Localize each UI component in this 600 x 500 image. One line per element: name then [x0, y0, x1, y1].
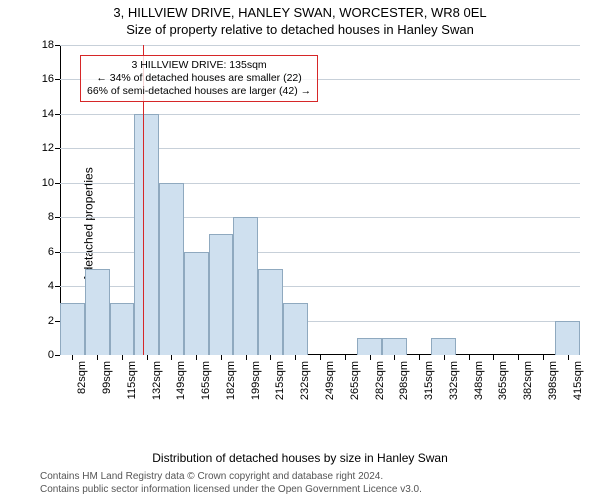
x-tick-label: 115sqm	[126, 361, 138, 399]
x-tick-label: 82sqm	[76, 361, 88, 394]
x-tick-label: 398sqm	[547, 361, 559, 400]
x-tick-label: 415sqm	[572, 361, 584, 400]
bar	[85, 269, 110, 355]
x-tick-mark	[295, 355, 296, 360]
bar	[382, 338, 407, 355]
bar	[134, 114, 159, 355]
y-tick-label: 18	[42, 39, 54, 51]
chart-title-line2: Size of property relative to detached ho…	[0, 22, 600, 37]
x-tick-label: 165sqm	[200, 361, 212, 400]
x-tick-label: 382sqm	[522, 361, 534, 400]
x-tick-mark	[419, 355, 420, 360]
x-tick-mark	[171, 355, 172, 360]
chart-container: 3, HILLVIEW DRIVE, HANLEY SWAN, WORCESTE…	[0, 0, 600, 500]
bar	[184, 252, 209, 355]
bar	[258, 269, 283, 355]
bar	[555, 321, 580, 355]
chart-title-line1: 3, HILLVIEW DRIVE, HANLEY SWAN, WORCESTE…	[0, 5, 600, 20]
x-tick-label: 182sqm	[225, 361, 237, 400]
y-tick-label: 6	[48, 246, 54, 258]
x-tick-mark	[196, 355, 197, 360]
x-tick-mark	[221, 355, 222, 360]
x-tick-label: 149sqm	[175, 361, 187, 400]
x-tick-mark	[469, 355, 470, 360]
bar	[159, 183, 184, 355]
y-tick-label: 10	[42, 177, 54, 189]
x-tick-label: 348sqm	[473, 361, 485, 400]
y-tick-label: 12	[42, 142, 54, 154]
x-axis-label: Distribution of detached houses by size …	[0, 451, 600, 465]
x-tick-mark	[147, 355, 148, 360]
bar	[357, 338, 382, 355]
x-tick-mark	[246, 355, 247, 360]
x-tick-label: 265sqm	[349, 361, 361, 400]
x-tick-label: 315sqm	[423, 361, 435, 400]
annotation-line1: 3 HILLVIEW DRIVE: 135sqm	[87, 59, 311, 72]
x-tick-mark	[72, 355, 73, 360]
y-tick-label: 0	[48, 349, 54, 361]
x-tick-label: 332sqm	[448, 361, 460, 400]
y-tick-label: 8	[48, 211, 54, 223]
bar	[283, 303, 308, 355]
bar	[209, 234, 234, 355]
annotation-box: 3 HILLVIEW DRIVE: 135sqm ← 34% of detach…	[80, 55, 318, 102]
y-tick-mark	[55, 355, 60, 356]
annotation-line3: 66% of semi-detached houses are larger (…	[87, 85, 311, 98]
x-tick-mark	[444, 355, 445, 360]
x-tick-mark	[394, 355, 395, 360]
x-tick-label: 99sqm	[101, 361, 113, 394]
bar	[431, 338, 456, 355]
y-tick-label: 4	[48, 280, 54, 292]
x-tick-mark	[320, 355, 321, 360]
x-tick-label: 365sqm	[497, 361, 509, 400]
x-tick-mark	[568, 355, 569, 360]
footer-line2: Contains public sector information licen…	[40, 484, 422, 497]
x-tick-mark	[543, 355, 544, 360]
x-tick-mark	[493, 355, 494, 360]
footer-line1: Contains HM Land Registry data © Crown c…	[40, 471, 422, 484]
y-tick-label: 14	[42, 108, 54, 120]
y-tick-label: 2	[48, 315, 54, 327]
bar	[60, 303, 85, 355]
bar	[233, 217, 258, 355]
bar	[110, 303, 135, 355]
x-tick-mark	[518, 355, 519, 360]
x-tick-label: 199sqm	[250, 361, 262, 400]
x-tick-label: 282sqm	[374, 361, 386, 400]
x-tick-label: 215sqm	[274, 361, 286, 400]
x-tick-label: 132sqm	[151, 361, 163, 400]
x-tick-mark	[122, 355, 123, 360]
footer-text: Contains HM Land Registry data © Crown c…	[40, 471, 422, 496]
x-tick-mark	[270, 355, 271, 360]
annotation-line2: ← 34% of detached houses are smaller (22…	[87, 72, 311, 85]
plot-area: 024681012141618 82sqm99sqm115sqm132sqm14…	[60, 45, 580, 355]
x-tick-label: 232sqm	[299, 361, 311, 400]
x-tick-label: 249sqm	[324, 361, 336, 400]
y-tick-label: 16	[42, 73, 54, 85]
x-tick-mark	[97, 355, 98, 360]
x-tick-label: 298sqm	[398, 361, 410, 400]
x-tick-mark	[370, 355, 371, 360]
x-tick-mark	[345, 355, 346, 360]
